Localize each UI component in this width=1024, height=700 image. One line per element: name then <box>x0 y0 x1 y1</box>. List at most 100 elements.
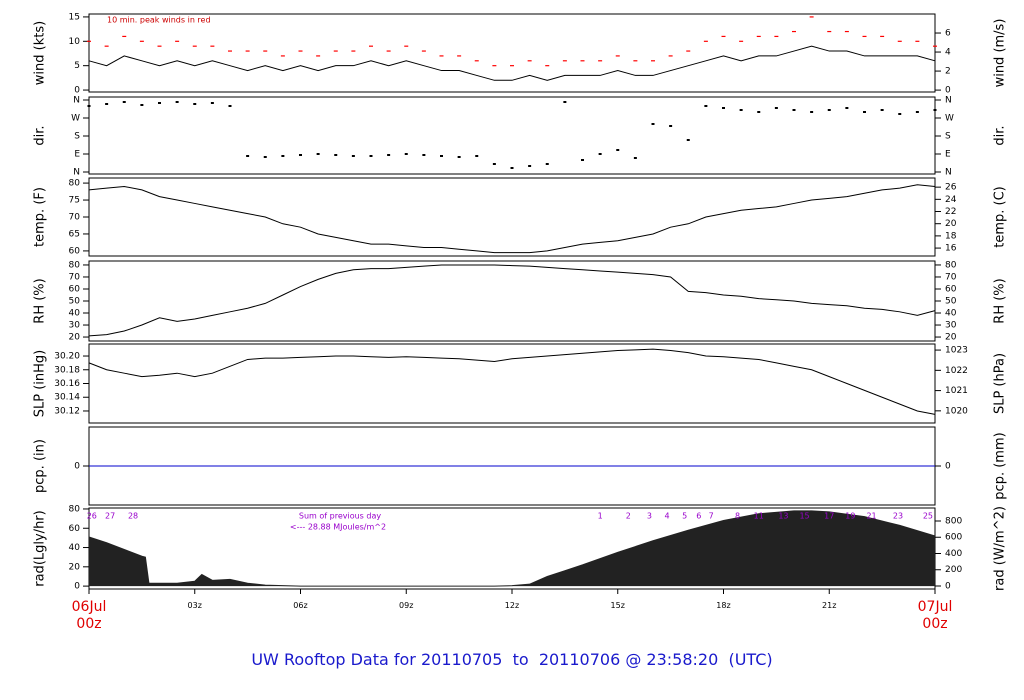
y-tick-label: 20 <box>69 562 81 572</box>
scatter-point <box>581 159 584 161</box>
scatter-point <box>669 125 673 127</box>
y2-tick-label: N <box>945 96 952 106</box>
x-tick-label: 15z <box>610 601 625 610</box>
y2-axis-title: SLP (hPa) <box>993 353 1008 414</box>
y2-axis-title: rad (W/m^2) <box>993 506 1008 591</box>
scatter-point <box>845 107 849 109</box>
panel-frame <box>88 13 936 93</box>
scatter-point <box>774 107 778 109</box>
y2-tick-label: 80 <box>945 260 957 270</box>
scatter-point <box>563 101 567 103</box>
y2-tick-label: 26 <box>945 183 957 193</box>
scatter-point <box>210 102 214 104</box>
y-tick-label: 10 <box>69 37 81 47</box>
y-tick-label: 80 <box>69 504 81 514</box>
y-tick-label: 75 <box>69 196 80 206</box>
scatter-point <box>616 149 620 151</box>
y2-tick-label: 1022 <box>945 366 968 376</box>
y2-tick-label: 0 <box>945 86 951 96</box>
y2-tick-label: 40 <box>945 309 957 319</box>
scatter-point <box>633 157 637 159</box>
scatter-point <box>158 102 161 104</box>
y2-tick-label: W <box>945 114 954 124</box>
hour-label: 17 <box>824 512 834 521</box>
scatter-point <box>193 103 197 105</box>
y2-axis-title: pcp. (mm) <box>993 432 1008 499</box>
y-tick-label: 50 <box>69 297 81 307</box>
y-axis-title: wind (kts) <box>33 21 48 85</box>
y-tick-label: 15 <box>69 12 80 22</box>
x-tick-label: 06Jul 00z <box>71 599 107 632</box>
scatter-point <box>440 155 443 157</box>
scatter-point <box>316 153 320 155</box>
y-tick-label: 70 <box>69 272 81 282</box>
scatter-point <box>598 153 602 155</box>
y-tick-label: 70 <box>69 213 81 223</box>
y2-tick-label: 6 <box>945 29 951 39</box>
y-tick-label: N <box>73 168 80 178</box>
y-tick-label: 30.12 <box>54 406 80 416</box>
scatter-point <box>545 163 549 165</box>
scatter-point <box>140 104 144 106</box>
panel-frame <box>88 260 936 342</box>
annotation: 10 min. peak winds in red <box>107 16 211 25</box>
panel-frame <box>88 96 936 175</box>
scatter-point <box>863 111 866 113</box>
scatter-point <box>475 155 479 157</box>
y2-tick-label: 600 <box>945 533 962 543</box>
y2-tick-label: 50 <box>945 297 957 307</box>
y-tick-label: S <box>74 132 80 142</box>
hour-label: 6 <box>696 512 701 521</box>
y2-tick-label: 30 <box>945 321 957 331</box>
y2-tick-label: 18 <box>945 231 957 241</box>
y2-tick-label: 24 <box>945 195 957 205</box>
hour-label: 4 <box>665 512 670 521</box>
scatter-point <box>933 109 937 111</box>
x-tick-label: 07Jul 00z <box>917 599 953 632</box>
scatter-point <box>792 109 796 111</box>
y-tick-label: 80 <box>69 179 81 189</box>
series-line <box>88 45 936 81</box>
hour-label: 8 <box>735 512 740 521</box>
y-tick-label: 0 <box>74 462 80 472</box>
y-tick-label: 30.14 <box>54 393 80 403</box>
hour-label: 21 <box>866 512 876 521</box>
hour-label: 2 <box>626 512 631 521</box>
y2-tick-label: 400 <box>945 549 962 559</box>
y-axis-title: temp. (F) <box>33 187 48 247</box>
annotation: Sum of previous day <box>299 512 381 521</box>
scatter-point <box>299 154 302 156</box>
panel-frame <box>88 177 936 257</box>
series-line <box>88 264 936 337</box>
hour-label: 23 <box>893 512 903 521</box>
scatter-point <box>457 156 461 158</box>
scatter-point <box>263 156 267 158</box>
y2-tick-label: 1021 <box>945 386 968 396</box>
y2-tick-label: 4 <box>945 48 951 58</box>
y-tick-label: 40 <box>69 543 81 553</box>
hour-label: 27 <box>105 512 115 521</box>
y-tick-label: 30.16 <box>54 379 80 389</box>
scatter-point <box>704 105 708 107</box>
scatter-point <box>175 101 179 103</box>
scatter-point <box>827 109 831 111</box>
y-tick-label: 80 <box>69 260 81 270</box>
y-axis-title: RH (%) <box>33 278 48 323</box>
series-line <box>88 348 936 415</box>
scatter-point <box>369 155 373 157</box>
y-tick-label: 60 <box>69 284 81 294</box>
x-tick-label: 18z <box>716 601 731 610</box>
annotation: <--- 28.88 MJoules/m^2 <box>290 523 386 532</box>
scatter-point <box>105 103 109 105</box>
hour-label: 1 <box>598 512 603 521</box>
y-tick-label: 20 <box>69 333 81 343</box>
scatter-point <box>281 155 285 157</box>
scatter-point <box>880 109 884 111</box>
scatter-point <box>334 154 338 156</box>
scatter-point <box>686 139 690 141</box>
chart-title: UW Rooftop Data for 20110705 to 20110706… <box>251 650 773 669</box>
hour-label: 5 <box>682 512 687 521</box>
scatter-point <box>810 111 814 113</box>
scatter-point <box>898 113 902 115</box>
